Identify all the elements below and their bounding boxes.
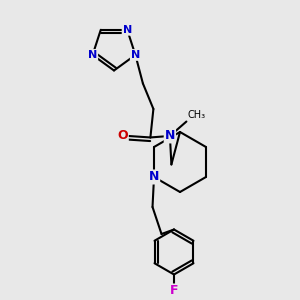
Text: N: N bbox=[123, 25, 132, 35]
Text: F: F bbox=[170, 284, 178, 298]
Text: N: N bbox=[149, 170, 159, 184]
Text: CH₃: CH₃ bbox=[188, 110, 206, 120]
Text: N: N bbox=[131, 50, 140, 60]
Text: N: N bbox=[88, 50, 97, 60]
Text: N: N bbox=[165, 130, 175, 142]
Text: O: O bbox=[117, 130, 128, 142]
